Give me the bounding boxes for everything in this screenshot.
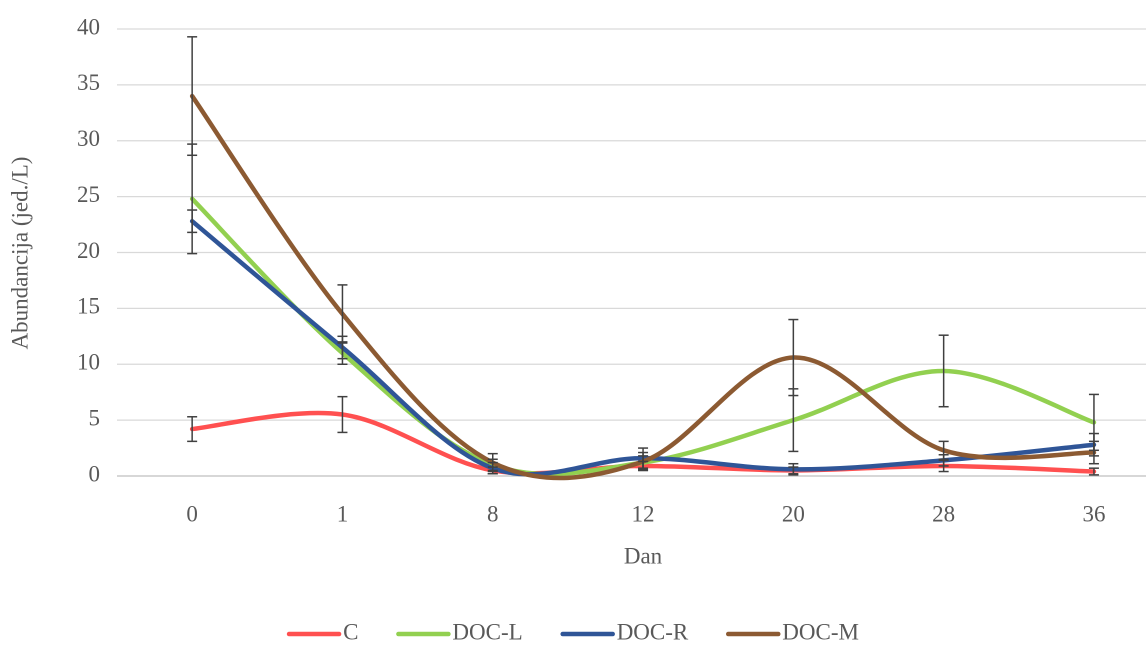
y-tick-label: 0: [89, 461, 101, 486]
error-bar: [938, 334, 949, 408]
x-tick-label: 28: [932, 501, 955, 526]
x-tick-label: 0: [186, 501, 198, 526]
error-bar: [337, 395, 348, 434]
legend-item: DOC-R: [560, 619, 689, 644]
y-axis-title: Abundancija (jed./L): [7, 157, 32, 350]
error-bar: [187, 209, 198, 234]
error-bar: [337, 284, 348, 344]
x-axis-title: Dan: [624, 543, 663, 568]
x-tick-label: 8: [487, 501, 499, 526]
error-bar: [1088, 467, 1099, 476]
y-tick-label: 15: [77, 294, 100, 319]
legend-label: C: [343, 619, 358, 644]
x-tick-label: 36: [1082, 501, 1105, 526]
error-bar: [788, 318, 799, 397]
error-bar: [187, 143, 198, 255]
y-tick-label: 35: [77, 70, 100, 95]
legend-label: DOC-M: [782, 619, 859, 644]
error-bar: [1088, 440, 1099, 465]
legend-label: DOC-R: [617, 619, 689, 644]
y-tick-label: 40: [77, 14, 100, 39]
y-tick-label: 10: [77, 350, 100, 375]
x-tick-label: 20: [782, 501, 805, 526]
error-bar: [187, 36, 198, 157]
error-bar: [788, 462, 799, 476]
y-tick-label: 20: [77, 238, 100, 263]
x-tick-label: 1: [337, 501, 349, 526]
y-tick-label: 25: [77, 182, 100, 207]
legend-item: DOC-M: [726, 619, 859, 644]
x-tick-label: 12: [632, 501, 655, 526]
error-bar: [487, 452, 498, 473]
series-line: [189, 218, 1097, 477]
y-tick-label: 5: [89, 405, 101, 430]
legend-item: C: [286, 619, 358, 644]
legend-label: DOC-L: [452, 619, 522, 644]
legend-item: DOC-L: [396, 619, 523, 644]
y-tick-label: 30: [77, 126, 100, 151]
error-bar: [638, 451, 649, 472]
error-bar: [938, 440, 949, 460]
error-bar: [187, 416, 198, 443]
